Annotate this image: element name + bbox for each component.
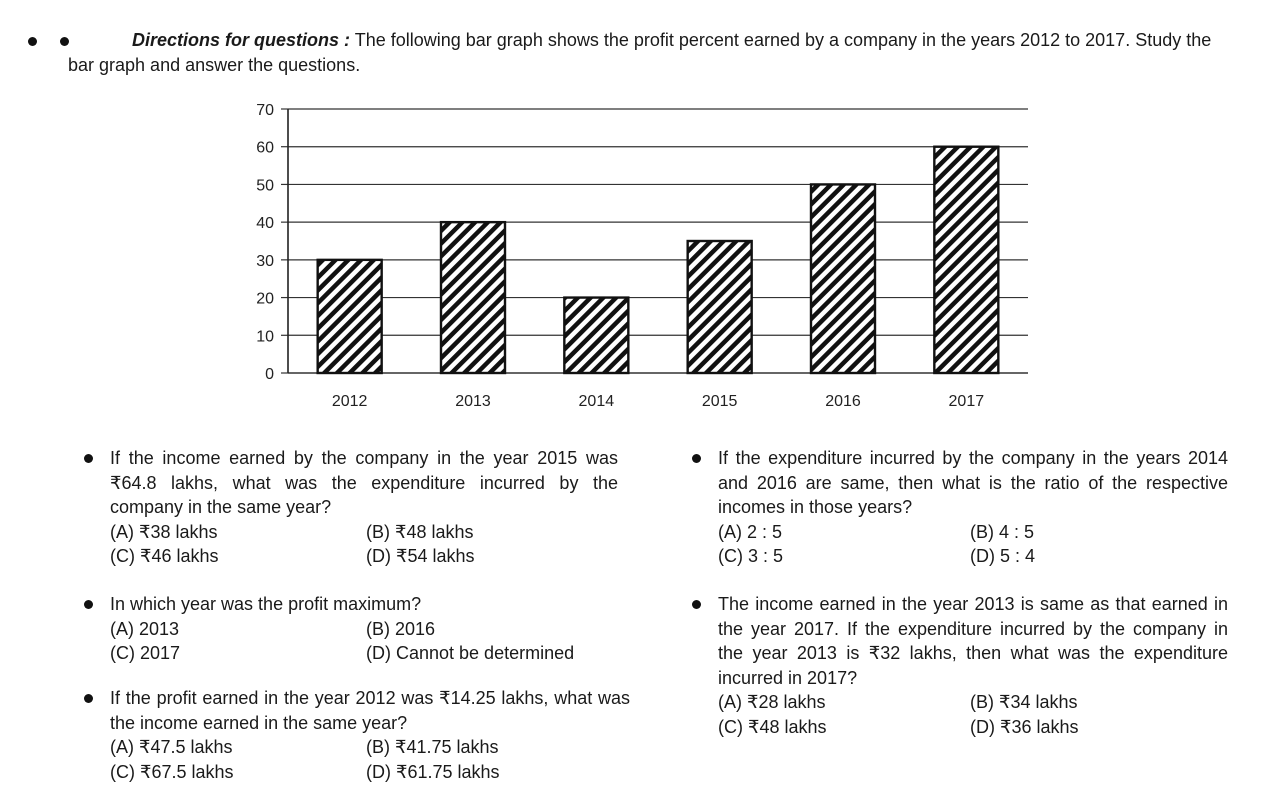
question-text: If the expenditure incurred by the compa… — [718, 448, 1228, 517]
bar-2016 — [809, 183, 877, 375]
y-tick-label: 40 — [256, 215, 274, 232]
question-text: If the profit earned in the year 2012 wa… — [110, 688, 630, 733]
option-b[interactable]: (B) ₹34 lakhs — [970, 692, 1078, 712]
option-a[interactable]: (A) ₹38 lakhs — [110, 521, 218, 542]
bullet-icon — [28, 37, 37, 46]
y-tick-label: 10 — [256, 328, 274, 345]
option-c[interactable]: (C) 3 : 5 — [718, 546, 784, 566]
y-tick-label: 20 — [256, 291, 274, 308]
option-b[interactable]: (B) 2016 — [366, 618, 436, 639]
bar-2015 — [686, 239, 753, 375]
option-d[interactable]: (D) 5 : 4 — [970, 546, 1036, 566]
y-tick-label: 70 — [256, 102, 274, 119]
option-a[interactable]: (A) 2013 — [110, 618, 180, 639]
x-tick-label: 2017 — [949, 393, 985, 410]
bullet-icon — [84, 600, 93, 609]
options: (A) 2013 (B) 2016 (C) 2017 (D) Cannot be… — [110, 617, 630, 666]
option-a[interactable]: (A) ₹28 lakhs — [718, 692, 826, 712]
x-tick-label: 2012 — [332, 393, 368, 410]
bullet-icon — [692, 454, 701, 463]
directions: Directions for questions : The following… — [68, 28, 1233, 78]
directions-text: The following bar graph shows the profit… — [68, 30, 1212, 75]
bar-2017 — [933, 145, 1000, 375]
y-tick-label: 50 — [256, 177, 274, 194]
question-text: In which year was the profit maximum? — [110, 594, 422, 614]
bullet-icon — [84, 694, 93, 703]
option-a[interactable]: (A) 2 : 5 — [718, 521, 783, 542]
y-tick-label: 0 — [265, 366, 274, 383]
option-b[interactable]: (B) ₹48 lakhs — [366, 521, 474, 542]
bar-2014 — [563, 296, 630, 375]
question-text: The income earned in the year 2013 is sa… — [718, 594, 1228, 688]
directions-label: Directions for questions : — [132, 30, 351, 50]
options: (A) 2 : 5 (B) 4 : 5 (C) 3 : 5 (D) 5 : 4 — [718, 520, 1228, 569]
option-d[interactable]: (D) ₹61.75 lakhs — [366, 761, 500, 782]
profit-bar-chart: 0 10 20 30 40 50 60 70 2012 2013 2014 2015 2016 2017 — [256, 102, 1028, 410]
bar-2013 — [439, 220, 507, 375]
option-d[interactable]: (D) ₹36 lakhs — [970, 716, 1079, 737]
option-c[interactable]: (C) ₹67.5 lakhs — [110, 761, 234, 782]
option-c[interactable]: (C) 2017 — [110, 643, 181, 663]
x-tick-label: 2013 — [455, 393, 491, 410]
option-a[interactable]: (A) ₹47.5 lakhs — [110, 737, 233, 757]
option-c[interactable]: (C) ₹46 lakhs — [110, 546, 219, 566]
bullet-icon — [692, 600, 701, 609]
question-1: If the income earned by the company in t… — [84, 446, 618, 569]
y-tick-label: 30 — [256, 253, 274, 270]
question-text: If the income earned by the company in t… — [110, 448, 618, 517]
question-5: The income earned in the year 2013 is sa… — [692, 592, 1228, 739]
options: (A) ₹38 lakhs (B) ₹48 lakhs (C) ₹46 lakh… — [110, 520, 618, 569]
options: (A) ₹47.5 lakhs (B) ₹41.75 lakhs (C) ₹67… — [110, 735, 630, 784]
question-3: If the profit earned in the year 2012 wa… — [84, 686, 630, 784]
option-b[interactable]: (B) ₹41.75 lakhs — [366, 737, 499, 757]
bullet-icon — [60, 37, 69, 46]
option-c[interactable]: (C) ₹48 lakhs — [718, 716, 827, 737]
x-tick-label: 2016 — [825, 393, 861, 410]
question-2: In which year was the profit maximum? (A… — [84, 592, 630, 666]
options: (A) ₹28 lakhs (B) ₹34 lakhs (C) ₹48 lakh… — [718, 690, 1228, 739]
question-4: If the expenditure incurred by the compa… — [692, 446, 1228, 569]
y-tick-label: 60 — [256, 140, 274, 157]
x-tick-label: 2015 — [702, 393, 738, 410]
x-tick-label: 2014 — [579, 393, 615, 410]
bar-2012 — [316, 258, 383, 375]
bullet-icon — [84, 454, 93, 463]
option-d[interactable]: (D) Cannot be determined — [366, 643, 575, 663]
option-b[interactable]: (B) 4 : 5 — [970, 521, 1035, 542]
option-d[interactable]: (D) ₹54 lakhs — [366, 546, 475, 566]
